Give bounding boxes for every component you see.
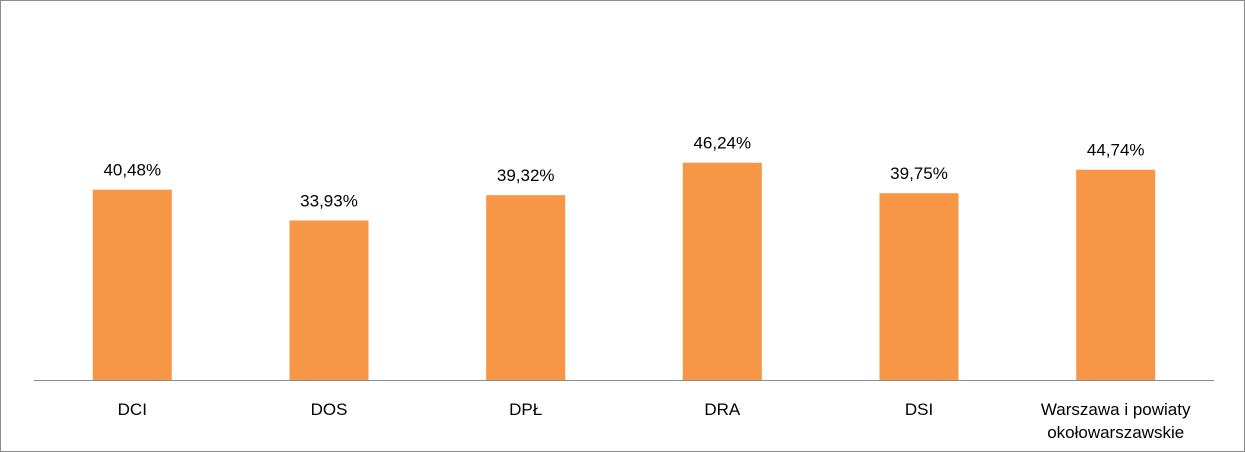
data-label-2: 33,93% (300, 192, 358, 211)
data-labels-layer: 40,48% 33,93% 39,32% 46,24% 39,75% 44,74% (103, 134, 1144, 211)
x-tick-label-4: DRA (704, 400, 741, 419)
data-label-4: 46,24% (693, 134, 751, 153)
bar-1 (92, 189, 172, 380)
bar-4 (682, 162, 762, 380)
x-tick-label-line: okołowarszawskie (1047, 423, 1184, 442)
x-tick-label-5: DSI (905, 400, 933, 419)
data-label-3: 39,32% (497, 166, 555, 185)
x-tick-labels-layer: DCI DOS DPŁ DRA DSI Warszawa i powiaty okołowa… (118, 400, 1191, 442)
data-label-6: 44,74% (1087, 141, 1145, 160)
x-tick-label-line: DPŁ (509, 400, 542, 419)
x-tick-label-3: DPŁ (509, 400, 542, 419)
x-tick-label-line: DOS (311, 400, 348, 419)
x-tick-label-line: DRA (704, 400, 741, 419)
data-label-5: 39,75% (890, 164, 948, 183)
bars-layer (92, 162, 1156, 380)
x-tick-label-2: DOS (311, 400, 348, 419)
x-tick-label-line: DSI (905, 400, 933, 419)
bar-6 (1076, 169, 1156, 380)
x-tick-label-6: Warszawa i powiaty okołowarszawskie (1041, 400, 1191, 442)
bar-5 (879, 193, 959, 380)
bar-3 (486, 195, 566, 380)
x-tick-label-line: Warszawa i powiaty (1041, 400, 1191, 419)
x-tick-label-line: DCI (118, 400, 147, 419)
bar-2 (289, 220, 369, 380)
x-tick-label-1: DCI (118, 400, 147, 419)
data-label-1: 40,48% (103, 161, 161, 180)
